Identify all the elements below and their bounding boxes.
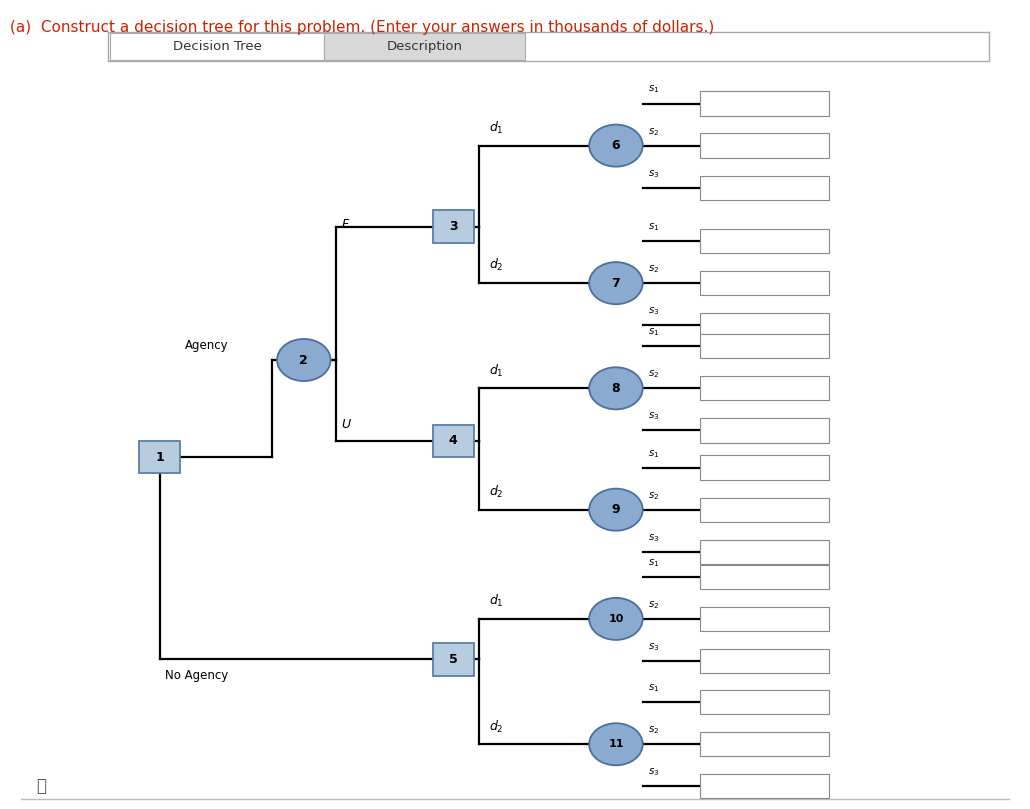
Text: 7: 7: [612, 277, 620, 290]
Text: $s_1$: $s_1$: [648, 447, 659, 460]
FancyBboxPatch shape: [700, 91, 829, 116]
Text: $F$: $F$: [341, 218, 350, 231]
FancyBboxPatch shape: [700, 540, 829, 564]
Text: $d_2$: $d_2$: [489, 484, 504, 500]
Text: $s_1$: $s_1$: [648, 557, 659, 569]
FancyBboxPatch shape: [700, 418, 829, 443]
Text: Decision Tree: Decision Tree: [173, 40, 262, 53]
Text: $s_3$: $s_3$: [648, 641, 659, 653]
FancyBboxPatch shape: [700, 376, 829, 400]
Text: 3: 3: [449, 220, 457, 233]
Text: $s_2$: $s_2$: [648, 125, 659, 138]
Text: $s_1$: $s_1$: [648, 326, 659, 338]
Text: 4: 4: [449, 434, 457, 447]
Text: $s_3$: $s_3$: [648, 167, 659, 180]
FancyBboxPatch shape: [139, 441, 180, 473]
Text: 2: 2: [300, 354, 308, 366]
Text: $d_1$: $d_1$: [489, 120, 504, 136]
FancyBboxPatch shape: [700, 498, 829, 522]
Circle shape: [277, 339, 331, 381]
Text: $s_2$: $s_2$: [648, 263, 659, 275]
Text: 1: 1: [156, 451, 164, 464]
FancyBboxPatch shape: [433, 425, 474, 457]
FancyBboxPatch shape: [700, 774, 829, 798]
FancyBboxPatch shape: [700, 133, 829, 158]
Text: $d_1$: $d_1$: [489, 593, 504, 609]
FancyBboxPatch shape: [700, 271, 829, 295]
Text: $s_1$: $s_1$: [648, 83, 659, 95]
FancyBboxPatch shape: [700, 176, 829, 200]
Text: 5: 5: [449, 653, 457, 666]
FancyBboxPatch shape: [700, 690, 829, 714]
Text: $s_2$: $s_2$: [648, 599, 659, 611]
Text: 11: 11: [608, 739, 624, 749]
FancyBboxPatch shape: [700, 649, 829, 673]
Text: Agency: Agency: [185, 339, 229, 352]
Circle shape: [589, 262, 643, 304]
Text: $s_1$: $s_1$: [648, 221, 659, 233]
FancyBboxPatch shape: [700, 607, 829, 631]
FancyBboxPatch shape: [700, 732, 829, 756]
FancyBboxPatch shape: [700, 455, 829, 480]
FancyBboxPatch shape: [324, 33, 525, 60]
Text: 6: 6: [612, 139, 620, 152]
Text: $U$: $U$: [341, 418, 352, 431]
Text: $s_3$: $s_3$: [648, 305, 659, 317]
Text: 10: 10: [609, 614, 623, 624]
FancyBboxPatch shape: [700, 334, 829, 358]
Circle shape: [589, 367, 643, 409]
Circle shape: [589, 125, 643, 167]
Text: Description: Description: [387, 40, 462, 53]
FancyBboxPatch shape: [700, 313, 829, 337]
Text: $s_2$: $s_2$: [648, 724, 659, 736]
Circle shape: [589, 489, 643, 531]
FancyBboxPatch shape: [433, 210, 474, 243]
Text: $d_1$: $d_1$: [489, 362, 504, 379]
Text: (a)  Construct a decision tree for this problem. (Enter your answers in thousand: (a) Construct a decision tree for this p…: [10, 20, 715, 36]
Text: No Agency: No Agency: [165, 669, 228, 682]
Text: $s_3$: $s_3$: [648, 410, 659, 422]
Text: $d_2$: $d_2$: [489, 257, 504, 273]
FancyBboxPatch shape: [110, 33, 324, 60]
Text: $s_2$: $s_2$: [648, 368, 659, 380]
Text: $s_1$: $s_1$: [648, 682, 659, 694]
Text: $d_2$: $d_2$: [489, 718, 504, 735]
Text: $s_2$: $s_2$: [648, 489, 659, 502]
FancyBboxPatch shape: [433, 643, 474, 676]
Text: 8: 8: [612, 382, 620, 395]
Circle shape: [589, 723, 643, 765]
Text: $s_3$: $s_3$: [648, 532, 659, 544]
FancyBboxPatch shape: [700, 229, 829, 253]
Text: 9: 9: [612, 503, 620, 516]
Text: ⓘ: ⓘ: [36, 777, 46, 795]
Circle shape: [589, 598, 643, 640]
Text: $s_3$: $s_3$: [648, 766, 659, 778]
FancyBboxPatch shape: [700, 565, 829, 589]
